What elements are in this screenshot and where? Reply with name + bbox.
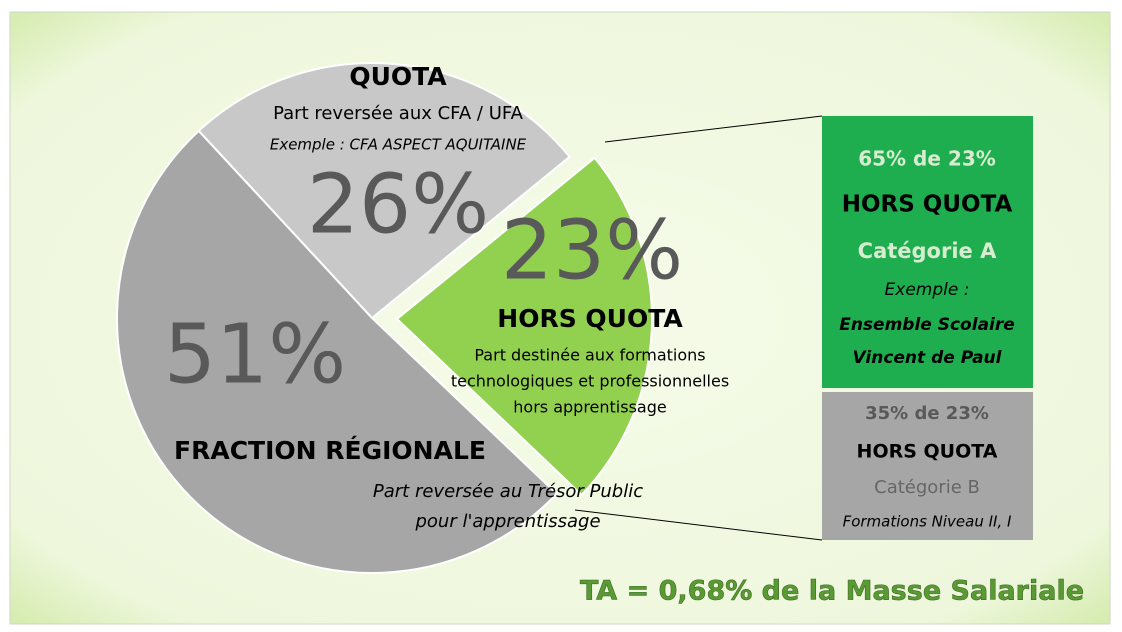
slice-title: HORS QUOTA [497, 304, 683, 333]
breakdown-text: HORS QUOTA [857, 441, 998, 463]
breakdown-text: Catégorie A [858, 239, 997, 263]
breakdown-text: Formations Niveau II, I [843, 513, 1012, 531]
slice-description: pour l'apprentissage [414, 511, 600, 532]
breakdown-text: Ensemble Scolaire [839, 315, 1015, 335]
connector [604, 115, 823, 143]
slice-description: hors apprentissage [513, 398, 666, 417]
pie-slice [197, 62, 572, 320]
slice-description: technologiques et professionnelles [451, 372, 729, 391]
slice-title: QUOTA [349, 62, 447, 91]
slice-value-label: 51% [164, 307, 346, 402]
connector [574, 509, 823, 541]
pie-slice [395, 156, 653, 497]
breakdown-text: Catégorie B [874, 477, 980, 498]
breakdown-text: Exemple : [885, 280, 970, 300]
slice-description: Exemple : CFA ASPECT AQUITAINE [270, 136, 527, 154]
breakdown-text: 65% de 23% [858, 147, 996, 171]
breakdown-text: HORS QUOTA [842, 192, 1013, 218]
breakdown-box [822, 116, 1033, 388]
slice-value-label: 23% [501, 203, 683, 298]
slice-description: Part destinée aux formations [474, 346, 705, 365]
slice-description: Part reversée aux CFA / UFA [273, 103, 523, 124]
footnote: TA = 0,68% de la Masse Salariale [580, 576, 1084, 607]
slice-description: Part reversée au Trésor Public [373, 481, 643, 502]
slice-value-label: 26% [307, 157, 489, 252]
breakdown-text: Vincent de Paul [853, 348, 1003, 368]
slice-title: FRACTION RÉGIONALE [174, 436, 486, 465]
pie-slice [116, 129, 559, 574]
breakdown-box [822, 392, 1033, 540]
breakdown-text: 35% de 23% [865, 403, 989, 424]
